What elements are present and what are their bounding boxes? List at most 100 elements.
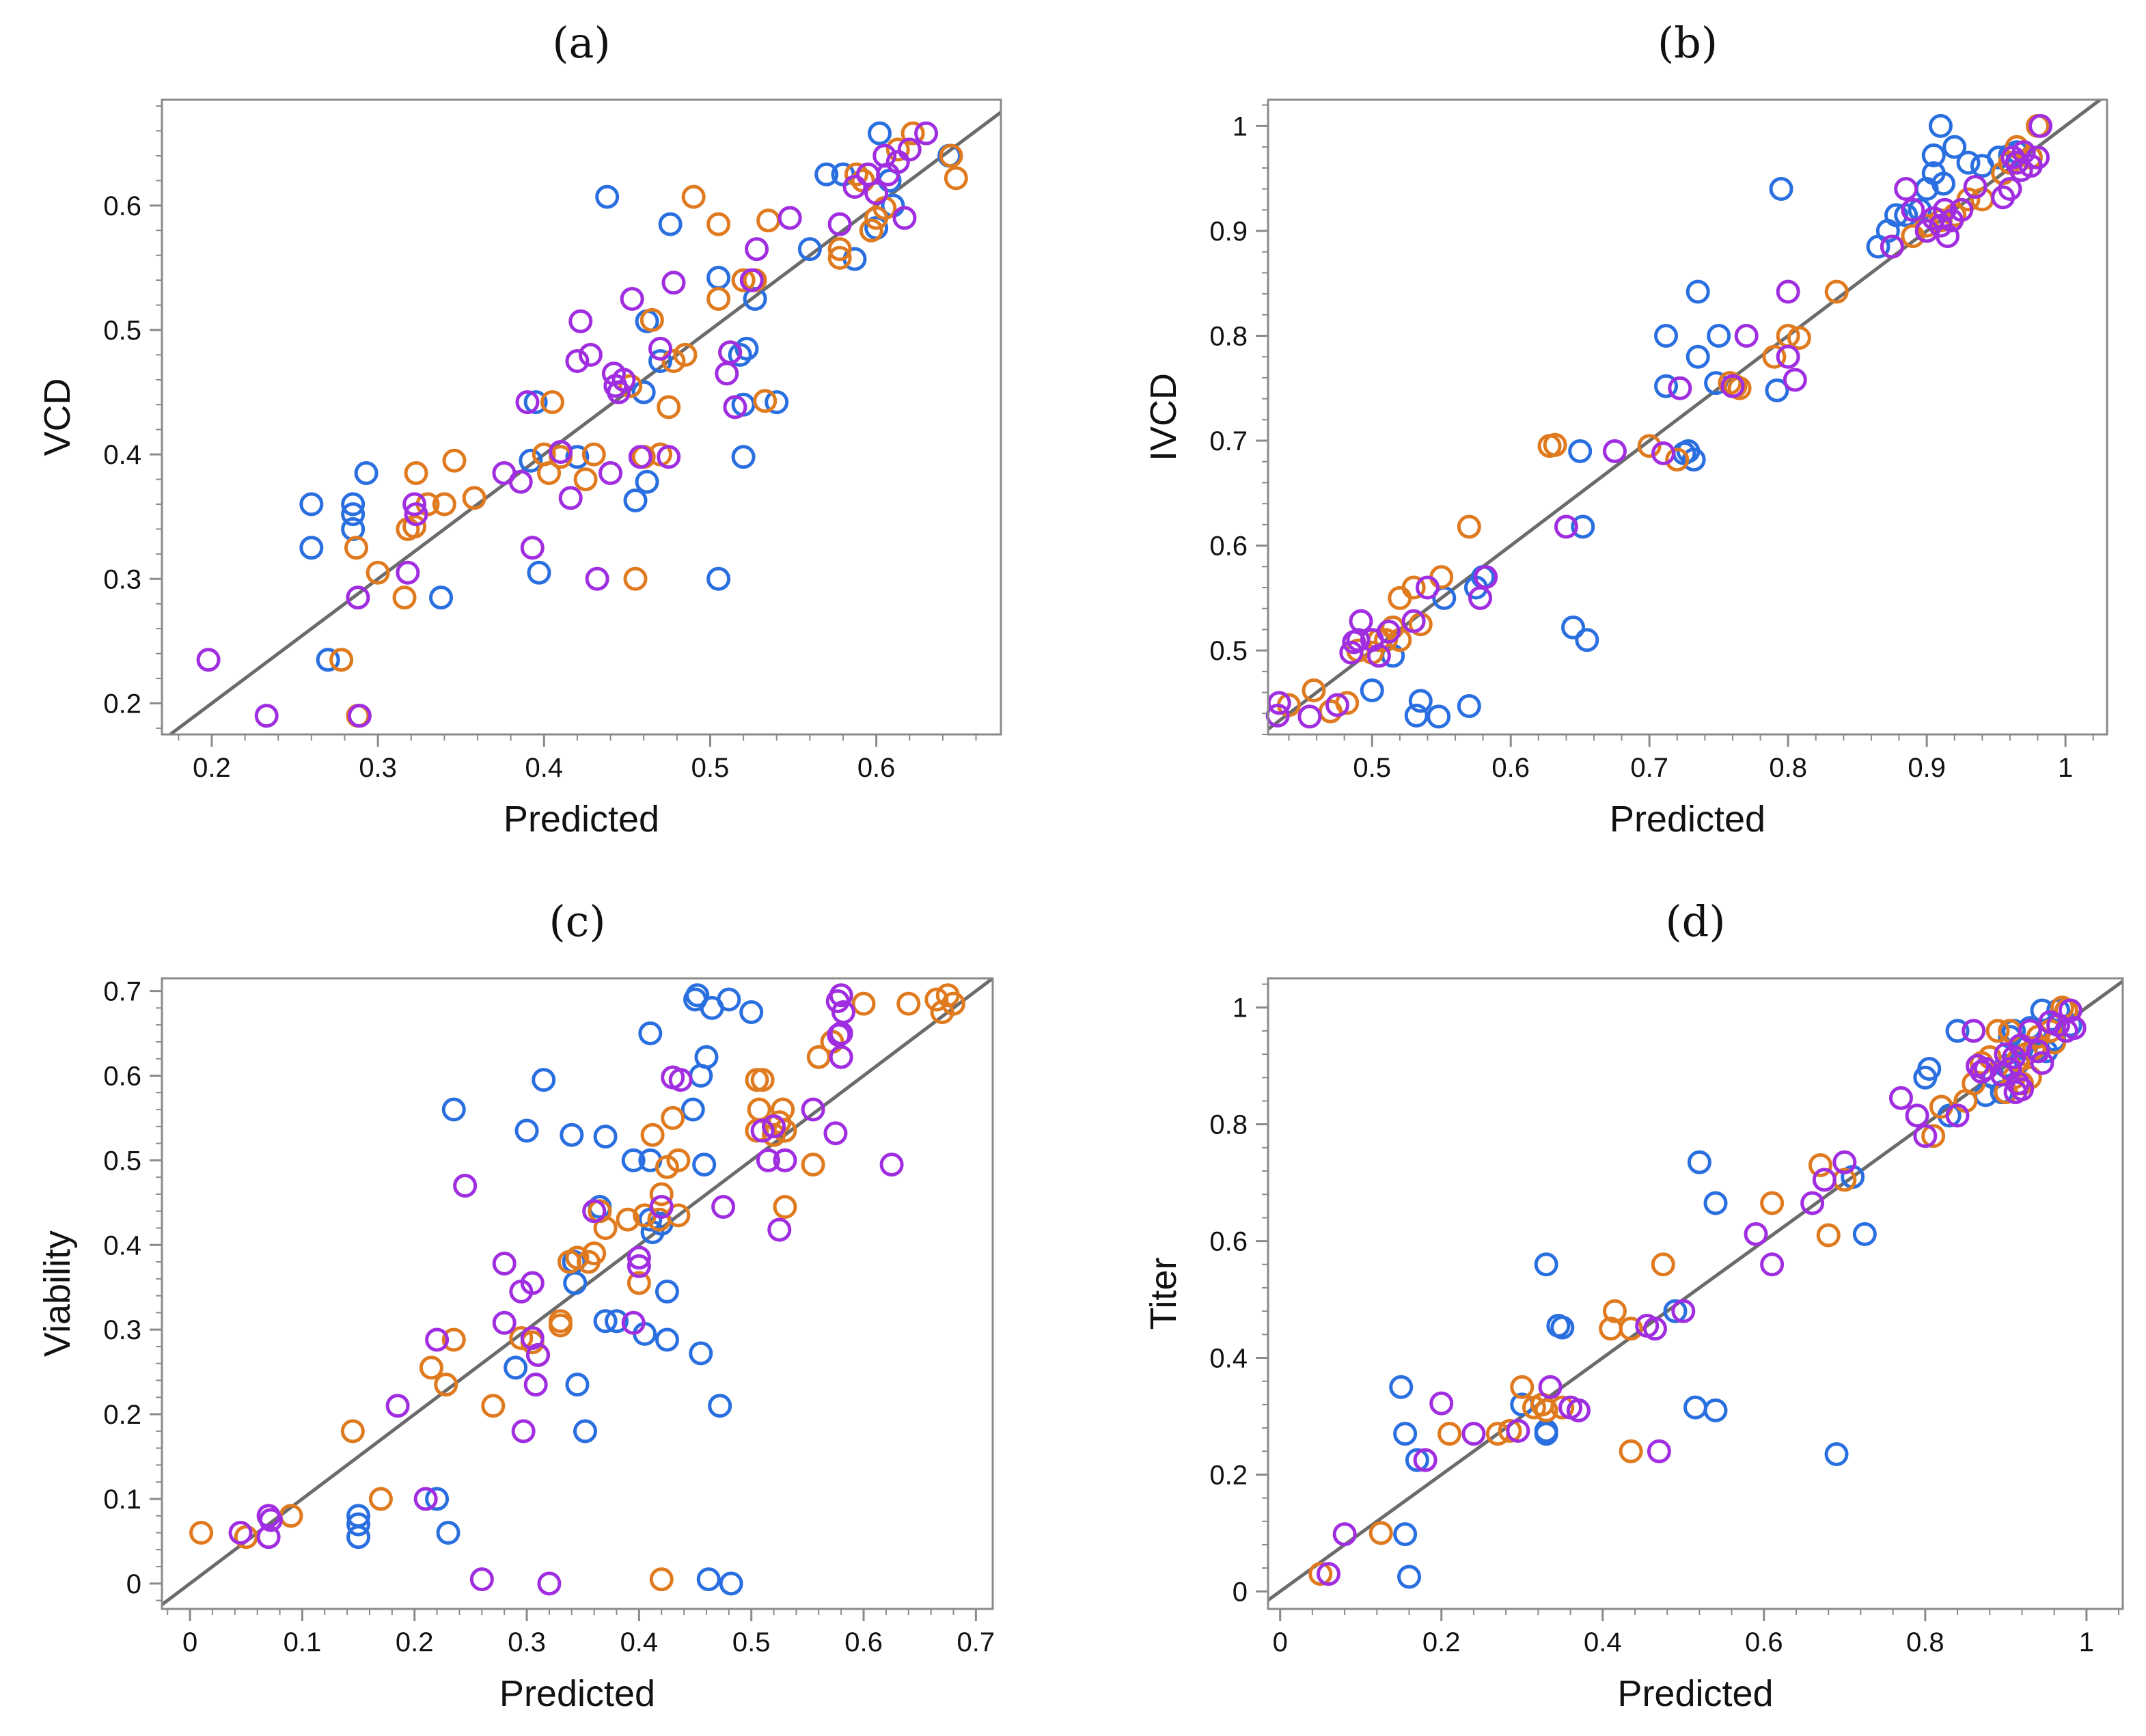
x-tick-label: 0.3 [508, 1627, 546, 1657]
data-point [745, 237, 769, 262]
data-point [750, 1068, 775, 1092]
data-point [299, 492, 324, 516]
data-point [717, 987, 741, 1012]
data-point [537, 1571, 562, 1596]
data-point [885, 137, 910, 162]
data-point [593, 1309, 618, 1334]
data-point [558, 486, 583, 510]
chart-panel-0: (a) 0.2 0.3 0.4 0.5 0.6 0.2 0.3 0.4 0.5 0.6 Predict… [37, 18, 1002, 840]
data-point [1637, 434, 1662, 458]
x-tick-label: 0.6 [1491, 753, 1530, 783]
data-point [668, 1068, 693, 1092]
data-point [2058, 998, 2082, 1023]
data-point [692, 1153, 717, 1177]
data-point [734, 336, 759, 361]
data-point [829, 1045, 853, 1069]
data-point [1619, 1439, 1643, 1463]
data-point [753, 389, 778, 413]
data-point [1963, 174, 1987, 199]
data-point [900, 121, 925, 146]
data-point [1571, 514, 1595, 539]
data-point [1888, 1086, 1913, 1110]
data-point [1931, 171, 1955, 196]
y-tick-label: 0.6 [103, 1061, 141, 1091]
data-point [1308, 1562, 1333, 1586]
data-point [1681, 447, 1706, 472]
series-blue [1389, 998, 2082, 1589]
data-point [585, 566, 609, 591]
data-point [1686, 279, 1710, 304]
data-point [1457, 694, 1481, 719]
data-point [254, 704, 279, 728]
x-tick-label: 0.5 [691, 753, 730, 783]
data-point [829, 983, 853, 1008]
data-point [711, 1195, 736, 1220]
data-point [402, 492, 427, 516]
x-tick-label: 0.2 [1422, 1627, 1461, 1657]
chart-panel-1: (b) 0.5 0.6 0.7 0.8 0.9 1 0.5 0.6 0.7 0.8 0.9 1 Predi… [1143, 18, 2108, 840]
data-point [1317, 1562, 1341, 1586]
data-point [1401, 609, 1426, 633]
data-point [565, 349, 590, 374]
data-point [762, 1122, 786, 1147]
data-point [515, 390, 540, 415]
data-point [1332, 1522, 1357, 1547]
data-point [627, 1254, 651, 1278]
data-point [354, 460, 379, 485]
data-point [756, 208, 781, 233]
data-point [649, 1182, 674, 1207]
data-point [1824, 279, 1849, 304]
data-point [434, 1373, 458, 1397]
data-point [425, 1487, 450, 1511]
x-tick-label: 1 [2058, 753, 2073, 783]
plot-frame [161, 977, 994, 1610]
data-point [1663, 1299, 1688, 1323]
data-point [1654, 323, 1679, 348]
data-point [689, 1341, 713, 1366]
data-point [1894, 203, 1918, 228]
data-point [419, 1355, 443, 1380]
data-point [657, 395, 681, 419]
data-point [1393, 1422, 1418, 1446]
data-point [2026, 1039, 2050, 1064]
data-point [797, 237, 822, 262]
data-point [892, 206, 917, 230]
data-point [1602, 439, 1627, 463]
data-point [1921, 143, 1946, 167]
data-point [1945, 1019, 1970, 1043]
data-point [1575, 628, 1599, 652]
data-point [756, 1148, 780, 1172]
data-point [1760, 1191, 1785, 1215]
plot-frame [1267, 977, 2124, 1610]
x-tick-label: 0.6 [844, 1627, 883, 1657]
y-tick-label: 0.6 [1209, 1227, 1248, 1257]
data-point [640, 1122, 665, 1147]
data-point [453, 1174, 478, 1198]
chart-panel-2: (c) 0 0.1 0.2 0.3 0.4 0.5 0.6 0.7 0 0.1 0.2 0.3 0.4 0.… [37, 896, 995, 1714]
data-point [441, 1327, 466, 1352]
data-point [346, 1525, 371, 1549]
data-point [532, 1068, 556, 1092]
data-point [924, 987, 949, 1012]
data-point [1956, 150, 1981, 175]
data-point [404, 460, 428, 485]
data-point [442, 448, 467, 473]
data-point [2028, 113, 2053, 138]
data-point [1683, 1395, 1707, 1420]
data-point [346, 585, 370, 610]
data-point [719, 1571, 743, 1596]
data-point [1538, 1375, 1563, 1399]
data-point [1566, 1398, 1591, 1422]
x-tick-label: 1 [2079, 1627, 2094, 1657]
data-point [366, 560, 390, 585]
data-point [514, 1118, 539, 1143]
y-tick-label: 0.3 [103, 564, 141, 594]
data-point [723, 395, 747, 419]
data-point [1654, 374, 1679, 398]
data-point [341, 502, 366, 527]
data-point [1554, 514, 1578, 539]
data-point [523, 1373, 548, 1397]
data-point [341, 516, 366, 541]
data-point [1619, 1317, 1643, 1341]
data-point [404, 502, 428, 527]
